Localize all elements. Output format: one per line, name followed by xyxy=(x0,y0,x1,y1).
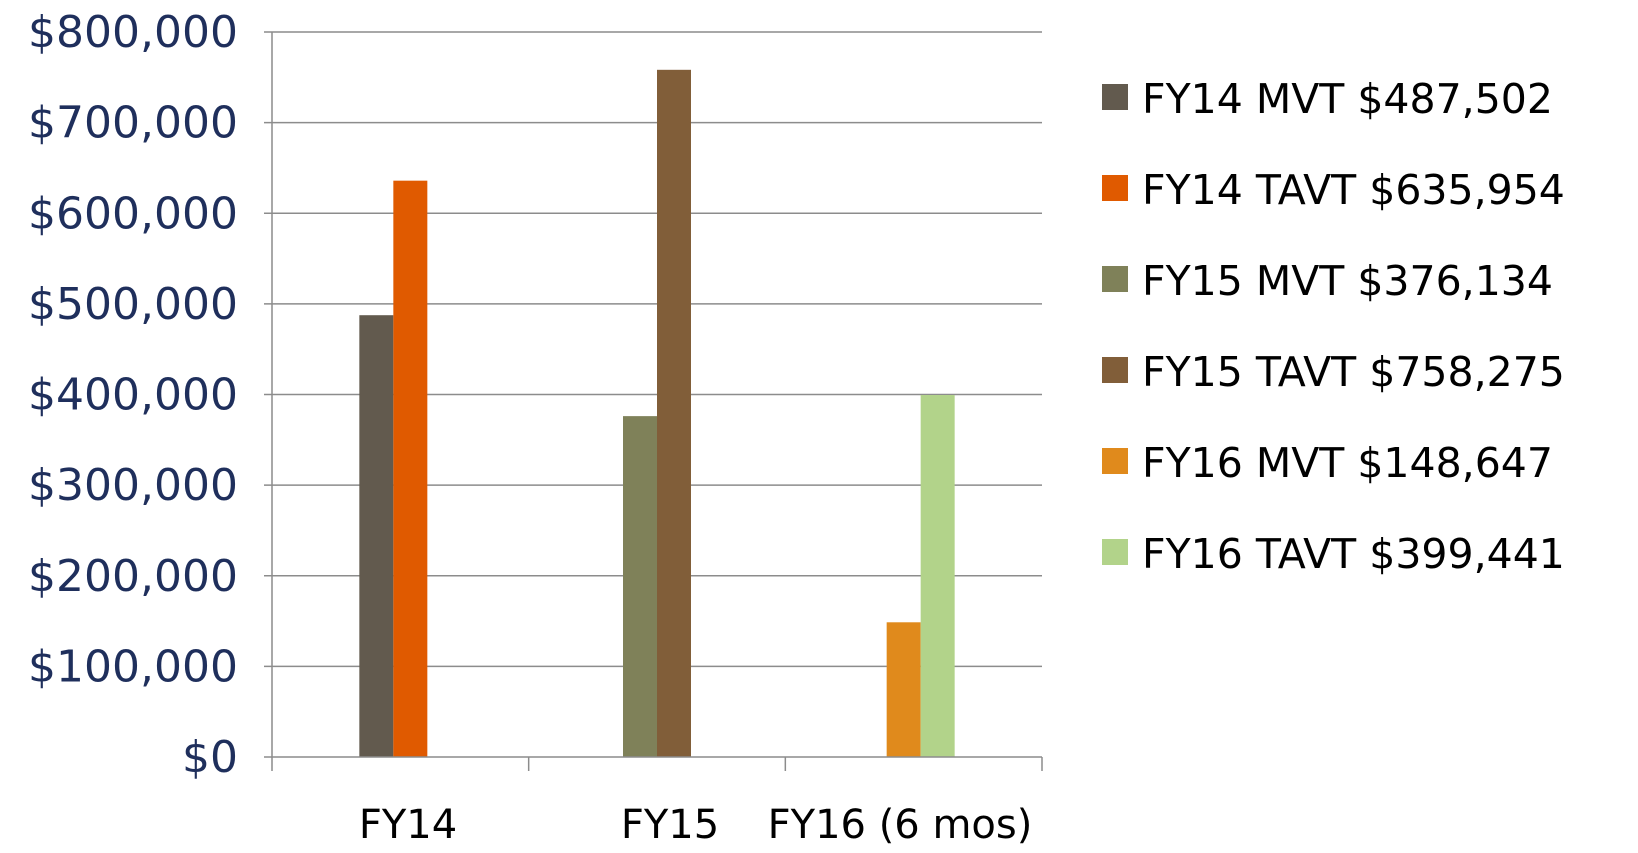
y-tick-label: $0 xyxy=(182,732,238,783)
legend-item: FY14 MVT $487,502 xyxy=(1102,75,1553,123)
legend-swatch xyxy=(1102,357,1128,383)
y-tick-label: $600,000 xyxy=(28,188,238,239)
legend-item: FY16 MVT $148,647 xyxy=(1102,439,1553,487)
legend-swatch xyxy=(1102,84,1128,110)
bar xyxy=(359,315,394,757)
y-tick-label: $800,000 xyxy=(28,7,238,58)
bar xyxy=(623,416,657,757)
legend: FY14 MVT $487,502 FY14 TAVT $635,954 FY15 … xyxy=(1102,75,1565,578)
bars xyxy=(359,69,955,757)
bar xyxy=(886,622,921,757)
legend-label: FY16 TAVT $399,441 xyxy=(1142,530,1565,578)
y-tick-label: $200,000 xyxy=(28,551,238,602)
bar xyxy=(657,69,691,757)
x-tick-label: FY14 xyxy=(359,802,457,848)
y-tick-label: $300,000 xyxy=(28,460,238,511)
legend-item: FY15 TAVT $758,275 xyxy=(1102,348,1565,396)
legend-swatch xyxy=(1102,266,1128,292)
axes xyxy=(271,32,1043,771)
legend-label: FY16 MVT $148,647 xyxy=(1142,439,1553,487)
y-tick-label: $700,000 xyxy=(28,98,238,149)
legend-swatch xyxy=(1102,175,1128,201)
legend-label: FY14 TAVT $635,954 xyxy=(1142,166,1565,214)
bar xyxy=(393,180,428,757)
x-tick-label: FY15 xyxy=(621,802,719,848)
legend-item: FY16 TAVT $399,441 xyxy=(1102,530,1565,578)
legend-swatch xyxy=(1102,539,1128,565)
legend-swatch xyxy=(1102,448,1128,474)
y-tick-label: $400,000 xyxy=(28,370,238,421)
y-tick-label: $100,000 xyxy=(28,641,238,692)
bar xyxy=(920,395,955,757)
legend-item: FY14 TAVT $635,954 xyxy=(1102,166,1565,214)
x-tick-label: FY16 (6 mos) xyxy=(768,802,1033,848)
legend-label: FY15 TAVT $758,275 xyxy=(1142,348,1565,396)
legend-label: FY15 MVT $376,134 xyxy=(1142,257,1553,305)
legend-item: FY15 MVT $376,134 xyxy=(1102,257,1553,305)
legend-label: FY14 MVT $487,502 xyxy=(1142,75,1553,123)
x-axis-tick-labels: FY14 FY15 FY16 (6 mos) xyxy=(359,802,1033,848)
y-tick-label: $500,000 xyxy=(28,279,238,330)
y-axis-tick-labels: $0 $100,000 $200,000 $300,000 $400,000 $500,0… xyxy=(28,7,238,783)
